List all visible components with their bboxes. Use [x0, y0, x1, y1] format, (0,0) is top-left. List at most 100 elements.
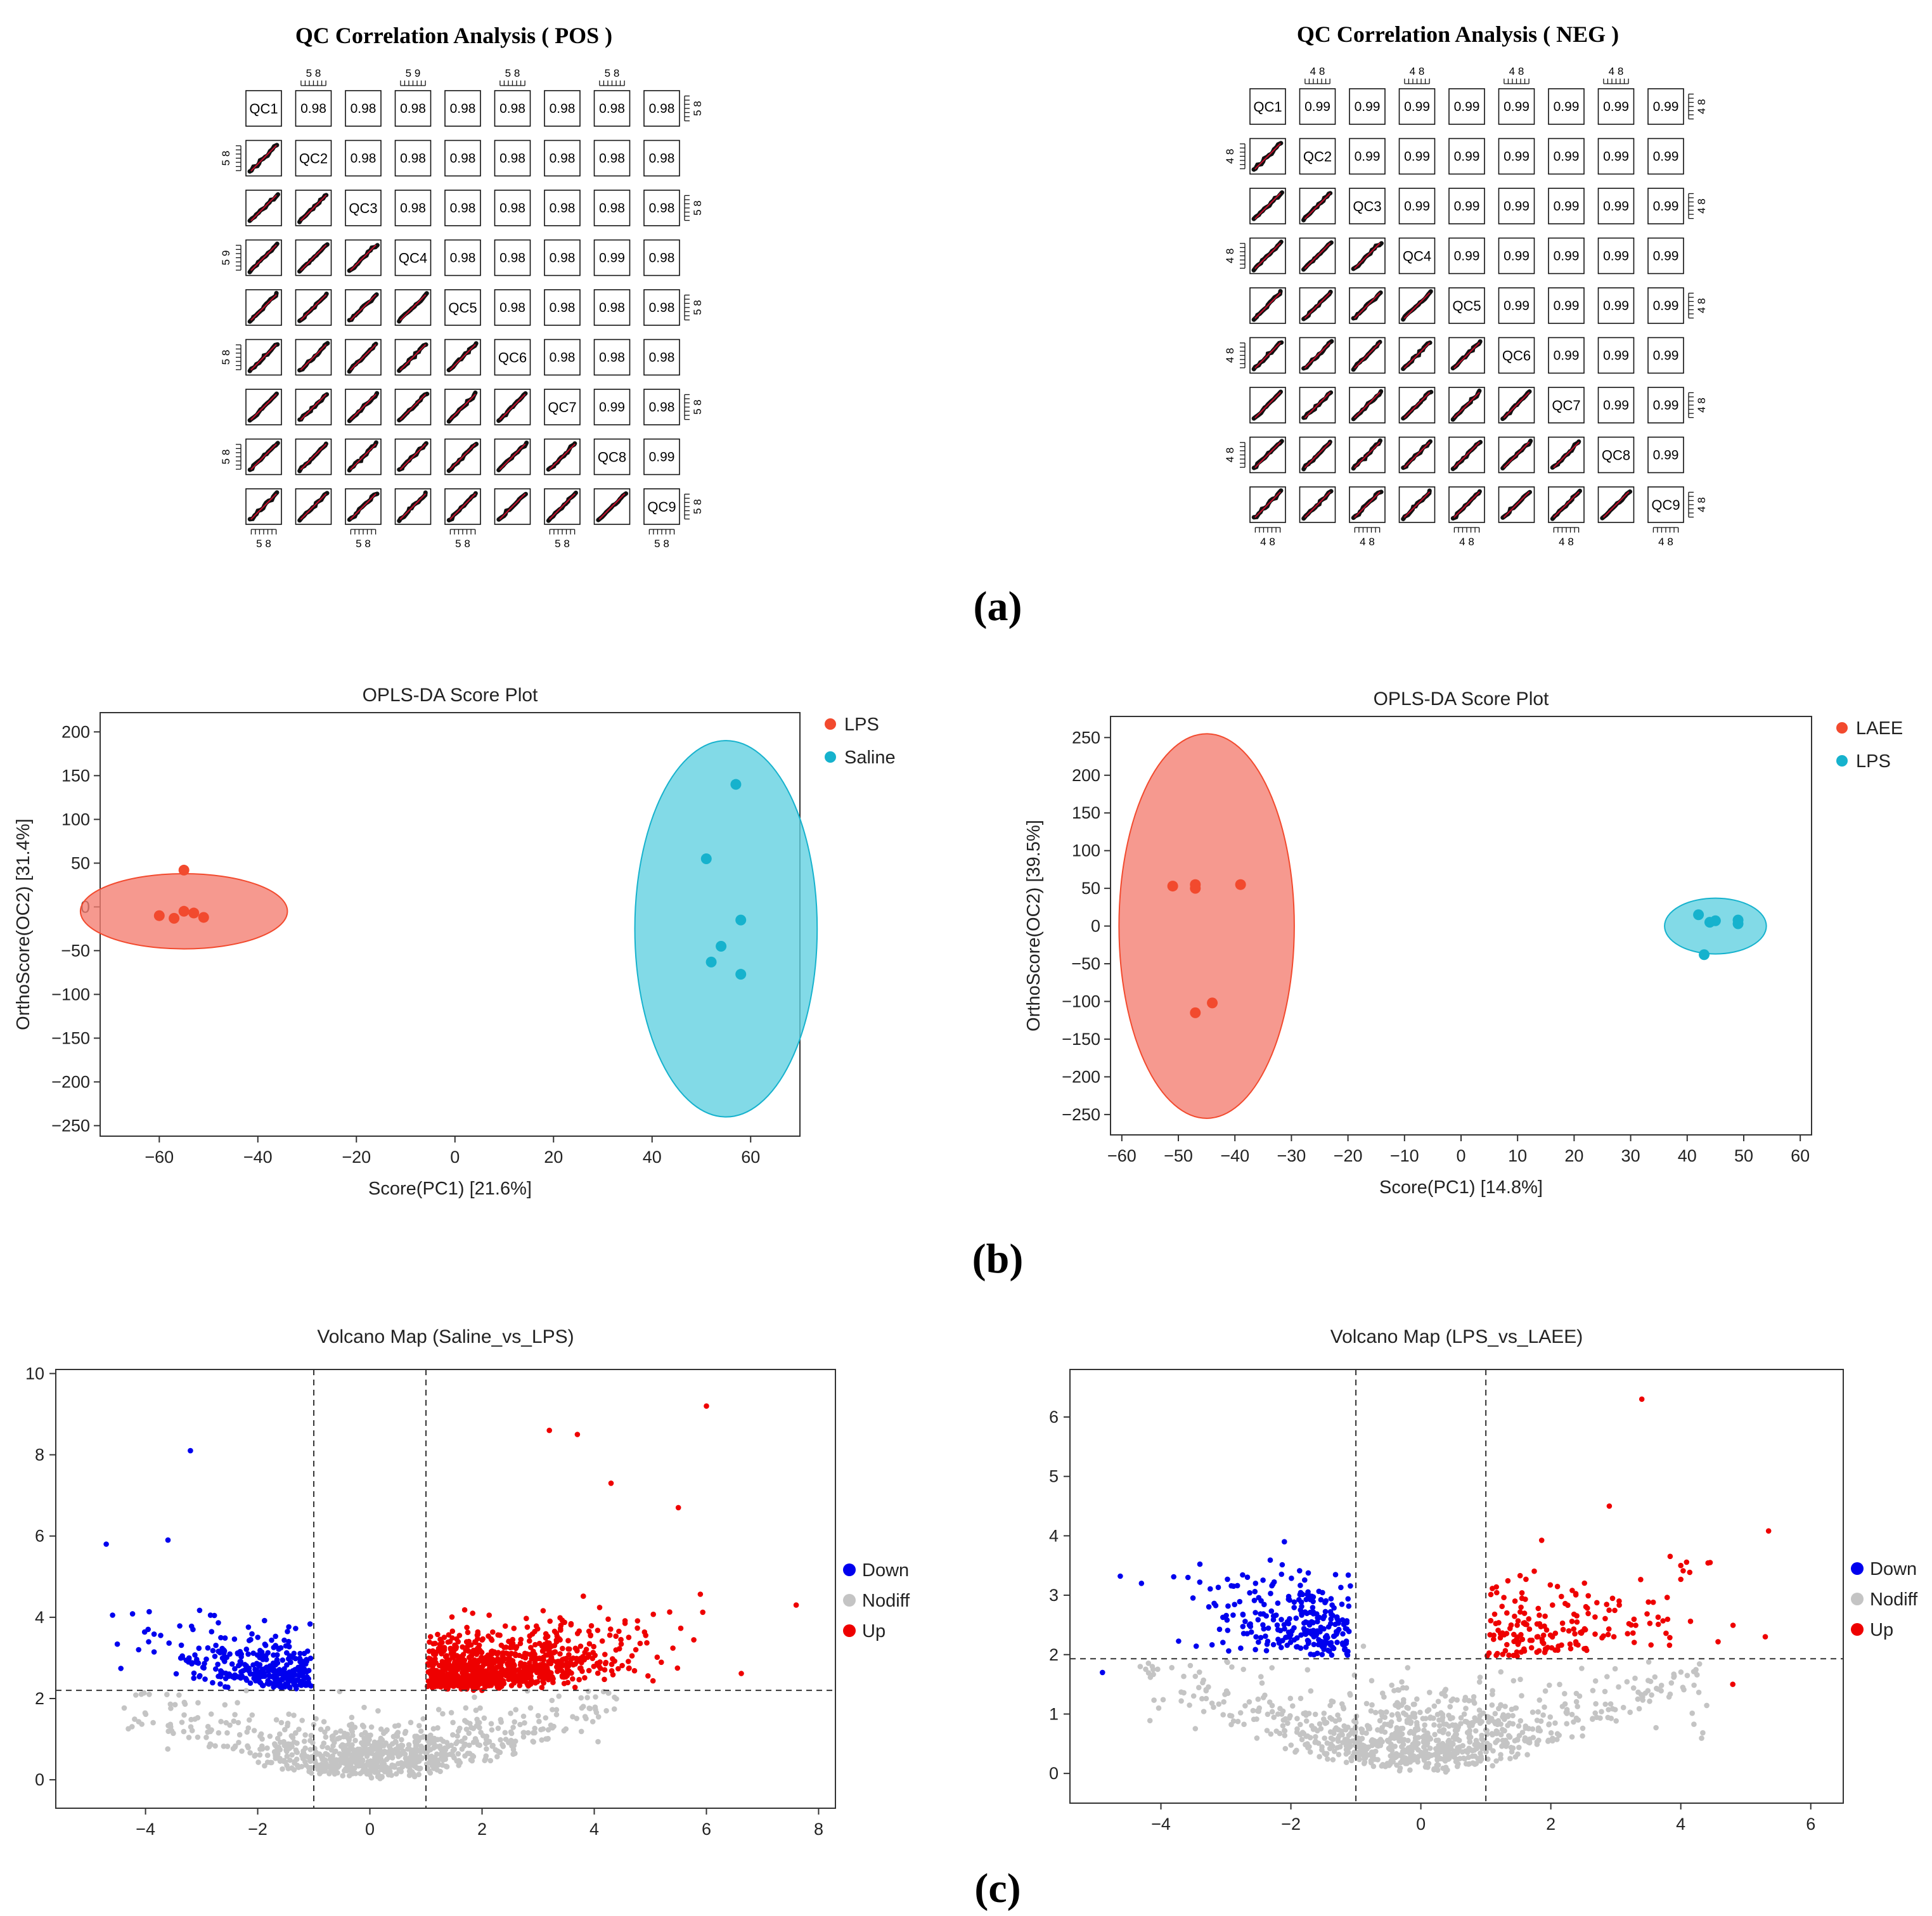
volcano-point-nodiff	[322, 1729, 328, 1735]
volcano-point-nodiff	[449, 1752, 456, 1758]
qc-top-tick-label: 4 8	[1509, 65, 1524, 77]
volcano-point-up	[629, 1653, 635, 1659]
volcano-point-up	[674, 1665, 681, 1671]
volcano-point-nodiff	[1370, 1763, 1377, 1770]
volcano-point-up	[1499, 1630, 1505, 1636]
volcano-point-up	[548, 1654, 555, 1660]
volcano-point-nodiff	[368, 1767, 373, 1773]
volcano-point-nodiff	[1478, 1750, 1483, 1756]
volcano-point-nodiff	[1268, 1731, 1274, 1737]
volcano-point-up	[463, 1648, 468, 1654]
volcano-point-up	[1606, 1607, 1612, 1613]
volcano-point-nodiff	[415, 1748, 421, 1754]
x-tick-label: 0	[1456, 1146, 1465, 1165]
volcano-point-down	[1314, 1628, 1320, 1634]
volcano-point-nodiff	[282, 1759, 288, 1765]
volcano-point-up	[1715, 1639, 1721, 1645]
qc-cell	[643, 90, 680, 127]
volcano-point-nodiff	[525, 1730, 531, 1736]
qc-fit-line	[399, 394, 427, 420]
volcano-point-nodiff	[1492, 1711, 1498, 1717]
volcano-point-nodiff	[1422, 1733, 1428, 1738]
volcano-point-nodiff	[292, 1760, 297, 1766]
volcano-point-up	[1600, 1633, 1606, 1639]
volcano-point-down	[1298, 1583, 1303, 1588]
qc-cell	[394, 239, 432, 276]
qc-fit-line	[250, 493, 277, 520]
qc-correlation-value: 0.99	[1603, 349, 1629, 363]
volcano-point-up	[1645, 1599, 1651, 1605]
volcano-point-up	[557, 1651, 563, 1657]
volcano-point-up	[508, 1651, 514, 1657]
volcano-point-down	[1346, 1603, 1352, 1609]
qc-cell	[1597, 88, 1635, 125]
volcano-point-nodiff	[252, 1753, 258, 1759]
volcano-point-nodiff	[417, 1765, 423, 1771]
volcano-point-nodiff	[593, 1709, 600, 1716]
volcano-point-up	[1518, 1604, 1524, 1610]
volcano-point-nodiff	[1269, 1665, 1275, 1671]
volcano-point-nodiff	[544, 1736, 550, 1742]
qc-correlation-value: 0.99	[1504, 100, 1530, 114]
volcano-point-nodiff	[1457, 1756, 1463, 1761]
volcano-point-up	[539, 1685, 545, 1690]
volcano-point-up	[1667, 1634, 1673, 1641]
volcano-point-up	[490, 1629, 496, 1635]
volcano-point-nodiff	[472, 1694, 477, 1700]
volcano-point-nodiff	[1476, 1679, 1483, 1685]
volcano-point-down	[307, 1655, 314, 1661]
volcano-point-nodiff	[299, 1764, 305, 1770]
volcano-point-nodiff	[1235, 1718, 1241, 1725]
volcano-point-up	[574, 1659, 580, 1664]
volcano-point-nodiff	[1384, 1709, 1389, 1715]
volcano-point-nodiff	[1592, 1678, 1599, 1684]
volcano-point-nodiff	[278, 1719, 285, 1726]
volcano-point-nodiff	[318, 1753, 325, 1759]
qc-fit-line	[1254, 392, 1281, 418]
volcano-point-nodiff	[1476, 1743, 1483, 1749]
volcano-point-nodiff	[1313, 1734, 1318, 1740]
qc-cell	[593, 438, 631, 476]
volcano-point-nodiff	[1287, 1713, 1293, 1719]
volcano-point-down	[1335, 1617, 1341, 1623]
volcano-point-up	[678, 1625, 684, 1631]
volcano-point-up	[615, 1666, 621, 1672]
qc-cell	[593, 389, 631, 425]
volcano-point-nodiff	[467, 1721, 473, 1726]
volcano-point-nodiff	[1271, 1714, 1277, 1720]
volcano-point-down	[243, 1647, 250, 1652]
volcano-point-nodiff	[1372, 1709, 1379, 1716]
volcano-point-up	[1684, 1559, 1690, 1565]
volcano-point-up	[444, 1659, 449, 1664]
qc-correlation-value: 0.98	[499, 152, 525, 166]
volcano-point-nodiff	[450, 1747, 456, 1754]
volcano-point-nodiff	[1490, 1748, 1496, 1754]
volcano-point-nodiff	[1156, 1705, 1162, 1711]
legend-marker-up	[1851, 1623, 1864, 1636]
volcano-point-nodiff	[1547, 1682, 1552, 1688]
qc-fit-line	[399, 443, 427, 470]
volcano-point-nodiff	[218, 1719, 224, 1725]
volcano-point-nodiff	[1427, 1714, 1434, 1720]
volcano-point-nodiff	[1620, 1704, 1626, 1711]
volcano-point-down	[200, 1664, 206, 1671]
volcano-point-nodiff	[1371, 1738, 1377, 1744]
volcano-point-nodiff	[563, 1726, 569, 1732]
volcano-point-nodiff	[1361, 1743, 1367, 1749]
qc-fit-line	[1453, 342, 1480, 369]
volcano-point-nodiff	[343, 1766, 349, 1771]
volcano-point-up	[1678, 1562, 1684, 1569]
qc-fit-line	[1304, 193, 1331, 219]
volcano-point-nodiff	[251, 1728, 257, 1733]
volcano-point-up	[1514, 1649, 1520, 1655]
volcano-point-nodiff	[1329, 1698, 1335, 1704]
volcano-point-nodiff	[307, 1738, 313, 1744]
volcano-point-down	[192, 1652, 198, 1658]
volcano-point-nodiff	[1517, 1676, 1523, 1683]
volcano-point-down	[1274, 1622, 1280, 1628]
volcano-point-up	[1504, 1610, 1510, 1616]
score-point-laee	[1207, 997, 1218, 1009]
volcano-point-nodiff	[255, 1759, 261, 1765]
volcano-point-down	[1100, 1669, 1105, 1676]
volcano-point-up	[1511, 1638, 1517, 1645]
